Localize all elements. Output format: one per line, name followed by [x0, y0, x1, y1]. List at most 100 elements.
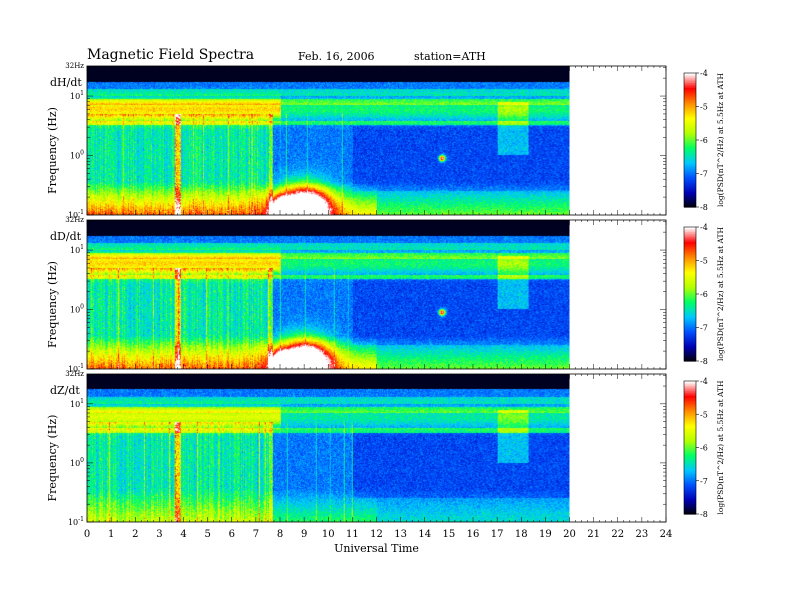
colorbar-swatch [684, 454, 696, 457]
colorbar-tick-label: -4 [700, 377, 708, 386]
colorbar-swatch [684, 233, 696, 236]
colorbar-swatch [684, 485, 696, 488]
colorbar-swatch [684, 464, 696, 467]
colorbar-swatch [684, 129, 696, 133]
colorbar-swatch [684, 320, 696, 324]
colorbar-swatch [684, 342, 696, 345]
colorbar-swatch [684, 504, 696, 507]
colorbar-swatch [684, 124, 696, 128]
y-top-label: 32Hz [65, 216, 84, 224]
x-tick-label: 0 [84, 529, 90, 540]
chart-title: Magnetic Field Spectra [87, 47, 255, 63]
colorbar-swatch [684, 505, 696, 508]
colorbar-swatch [684, 253, 696, 257]
x-tick-label: 4 [180, 529, 186, 540]
colorbar-swatch [684, 355, 696, 359]
x-tick-label: 15 [443, 529, 456, 540]
colorbar-swatch [684, 470, 696, 474]
spectrogram-panel-1 [87, 220, 570, 369]
y-top-label: 32Hz [65, 62, 84, 70]
colorbar-swatch [684, 384, 696, 387]
colorbar-swatch [684, 430, 696, 434]
colorbar-swatch [684, 462, 696, 465]
colorbar-swatch [684, 181, 696, 185]
colorbar-swatch [684, 170, 696, 173]
colorbar-swatch [684, 417, 696, 420]
colorbar-swatch [684, 357, 696, 360]
colorbar-swatch [684, 500, 696, 503]
colorbar-swatch [684, 497, 696, 500]
colorbar-swatch [684, 437, 696, 440]
colorbar-swatch [684, 425, 696, 429]
colorbar-swatch [684, 133, 696, 136]
colorbar-swatch [684, 258, 696, 262]
colorbar-swatch [684, 484, 696, 487]
colorbar-swatch [684, 469, 696, 472]
colorbar-swatch [684, 344, 696, 347]
colorbar-swatch [684, 315, 696, 319]
colorbar-swatch [684, 91, 696, 94]
colorbar-swatch [684, 487, 696, 490]
colorbar-swatch [684, 158, 696, 161]
colorbar-tick-label: -7 [700, 170, 708, 179]
colorbar-swatch [684, 283, 696, 287]
colorbar-swatch [684, 317, 696, 320]
colorbar-swatch [684, 347, 696, 350]
colorbar-swatch [684, 465, 696, 469]
colorbar-swatch [684, 277, 696, 280]
colorbar-swatch [684, 155, 696, 158]
colorbar-swatch [684, 429, 696, 432]
colorbar-swatch [684, 440, 696, 444]
colorbar-swatch [684, 460, 696, 464]
colorbar-swatch [684, 434, 696, 437]
y-tick-exponent: 1 [80, 398, 84, 405]
colorbar-swatch [684, 257, 696, 260]
colorbar-swatch [684, 449, 696, 452]
colorbar-swatch [684, 176, 696, 180]
colorbar-swatch [684, 345, 696, 349]
colorbar-swatch [684, 489, 696, 492]
colorbar-swatch [684, 510, 696, 513]
colorbar-label: log(PSD(nT^2/Hz) at 5.5Hz at ATH [716, 380, 725, 515]
colorbar-swatch [684, 128, 696, 131]
colorbar-swatch [684, 111, 696, 114]
colorbar-swatch [684, 475, 696, 479]
colorbar-swatch [684, 113, 696, 116]
colorbar-swatch [684, 190, 696, 193]
colorbar-swatch [684, 395, 696, 399]
colorbar-swatch [684, 143, 696, 146]
colorbar-swatch [684, 422, 696, 425]
colorbar-swatch [684, 340, 696, 344]
colorbar-swatch [684, 118, 696, 121]
y-tick-exponent: -1 [78, 516, 84, 523]
x-tick-label: 1 [108, 529, 114, 540]
x-tick-label: 6 [229, 529, 235, 540]
colorbar-swatch [684, 245, 696, 248]
x-tick-label: 7 [253, 529, 259, 540]
colorbar-swatch [684, 319, 696, 322]
colorbar-swatch [684, 141, 696, 144]
colorbar-swatch [684, 267, 696, 270]
colorbar-tick-label: -8 [700, 510, 708, 519]
colorbar-swatch [684, 175, 696, 178]
colorbar-swatch [684, 140, 696, 143]
colorbar-swatch [684, 108, 696, 111]
x-tick-label: 10 [322, 529, 335, 540]
colorbar-swatch [684, 337, 696, 340]
colorbar-swatch [684, 103, 696, 106]
colorbar-swatch [684, 444, 696, 447]
colorbar-swatch [684, 165, 696, 168]
colorbar-swatch [684, 188, 696, 191]
colorbar-swatch [684, 442, 696, 445]
colorbar-swatch [684, 477, 696, 480]
colorbar-swatch [684, 339, 696, 342]
colorbar-swatch [684, 507, 696, 510]
colorbar-swatch [684, 94, 696, 98]
x-axis-label: Universal Time [334, 542, 419, 555]
colorbar-swatch [684, 419, 696, 422]
colorbar-2: -4 -5 -6 -7 -8 log(PSD(nT^2/Hz) at 5.5Hz at A… [683, 377, 725, 519]
colorbar-swatch [684, 201, 696, 205]
colorbar-swatch [684, 93, 696, 96]
